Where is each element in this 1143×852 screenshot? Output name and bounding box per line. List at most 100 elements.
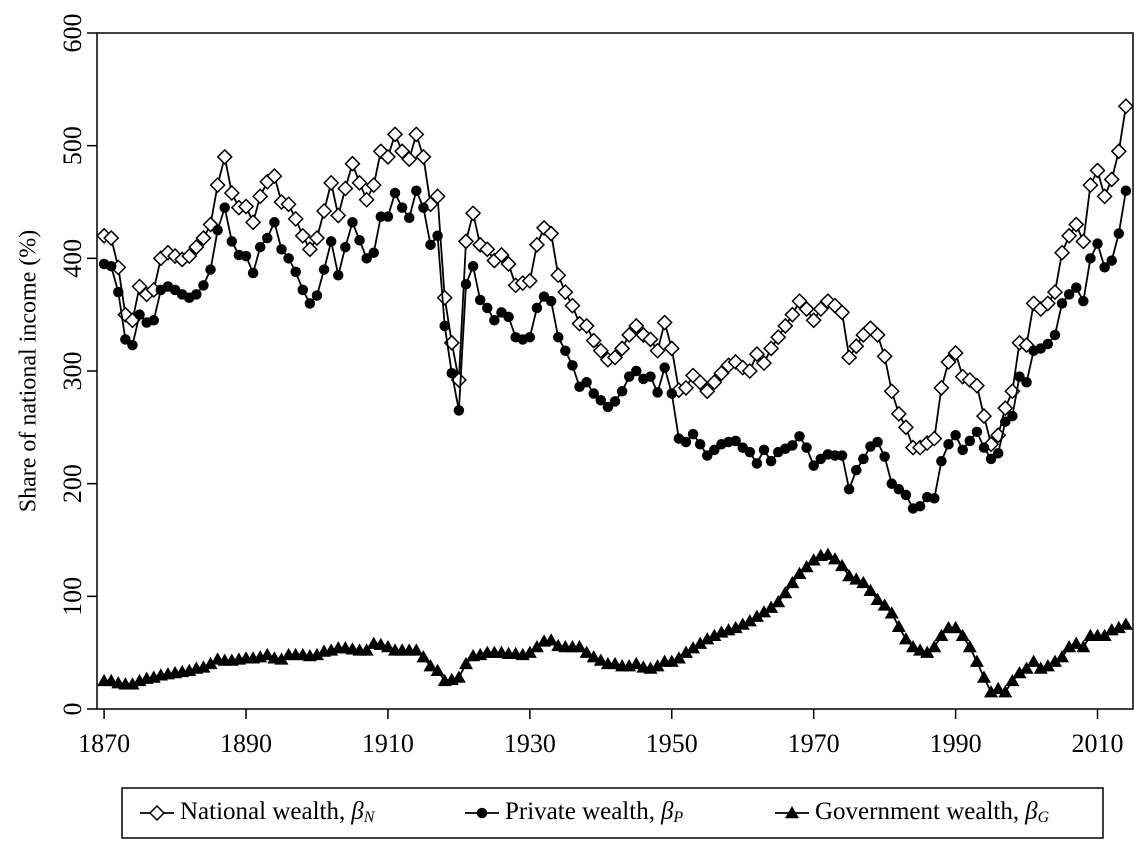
marker-circle [269, 217, 280, 228]
marker-circle [127, 339, 138, 351]
marker-diamond [848, 338, 865, 355]
marker-circle [545, 295, 557, 307]
marker-triangle [998, 685, 1013, 698]
marker-triangle [430, 663, 445, 676]
marker-triangle [1118, 617, 1133, 630]
marker-triangle [969, 654, 984, 667]
marker-triangle [984, 685, 999, 698]
marker-circle [943, 438, 954, 450]
legend-subscript: P [672, 809, 683, 826]
marker-diamond [763, 340, 780, 357]
marker-circle [191, 289, 202, 300]
marker-diamond [564, 297, 581, 314]
marker-diamond [834, 304, 851, 321]
marker-circle [1063, 289, 1075, 300]
marker-triangle [522, 645, 537, 658]
marker-circle [552, 331, 564, 343]
marker-triangle [962, 640, 977, 653]
legend-subscript: G [1038, 809, 1050, 826]
marker-diamond [635, 326, 652, 344]
marker-diamond [103, 229, 120, 247]
marker-circle [680, 436, 692, 448]
marker-circle [460, 278, 472, 290]
marker-diamond [777, 317, 794, 334]
marker-triangle [842, 569, 857, 582]
marker-circle [1021, 377, 1032, 388]
marker-triangle [934, 628, 949, 642]
marker-circle [1000, 416, 1011, 427]
marker-diamond [926, 430, 943, 447]
marker-diamond [968, 377, 985, 394]
marker-diamond [301, 241, 318, 258]
legend-symbol: β [1024, 798, 1038, 825]
marker-diamond [457, 233, 475, 250]
marker-triangle [579, 645, 594, 658]
marker-triangle [891, 619, 906, 633]
marker-circle [247, 267, 259, 279]
marker-circle [957, 444, 968, 456]
marker-triangle [856, 575, 871, 589]
marker-triangle [806, 553, 821, 566]
marker-circle [524, 331, 536, 343]
marker-triangle [884, 606, 899, 619]
marker-circle [567, 360, 578, 371]
marker-circle [212, 224, 223, 236]
marker-diamond [897, 419, 914, 436]
marker-circle [411, 185, 422, 196]
marker-triangle [927, 640, 942, 653]
marker-diamond [266, 168, 283, 185]
marker-circle [978, 442, 990, 453]
marker-diamond [159, 244, 177, 261]
marker-triangle [416, 650, 431, 663]
marker-diamond [237, 198, 255, 215]
marker-circle [503, 311, 514, 323]
marker-diamond [975, 408, 993, 425]
marker-triangle [735, 617, 750, 630]
marker-triangle [260, 647, 275, 661]
marker-triangle [1047, 654, 1062, 667]
marker-circle [1014, 371, 1025, 382]
marker-circle [1070, 282, 1082, 293]
marker-triangle [664, 654, 679, 667]
x-tick-label: 1870 [78, 729, 130, 758]
marker-diamond [798, 300, 815, 318]
marker-triangle [125, 677, 140, 690]
marker-diamond [1025, 295, 1042, 312]
marker-circle [276, 244, 287, 255]
marker-circle [900, 489, 912, 501]
legend-symbol: β [350, 798, 364, 825]
marker-circle [631, 365, 642, 377]
marker-circle [851, 464, 862, 476]
marker-triangle [849, 572, 864, 585]
marker-circle [801, 442, 812, 453]
marker-diamond [316, 202, 333, 220]
marker-triangle [792, 566, 807, 580]
marker-triangle [423, 659, 438, 672]
marker-triangle [1069, 636, 1084, 649]
x-tick-label: 1990 [930, 729, 982, 758]
marker-diamond [245, 214, 262, 231]
marker-circle [354, 235, 365, 246]
marker-triangle [742, 614, 757, 627]
marker-triangle [991, 681, 1006, 694]
marker-triangle [1005, 673, 1020, 687]
marker-circle [361, 253, 372, 264]
marker-circle [914, 500, 926, 512]
marker-circle [929, 493, 940, 504]
marker-triangle [529, 640, 544, 653]
marker-circle [645, 371, 656, 382]
marker-diamond [1089, 162, 1106, 179]
marker-diamond [585, 332, 602, 349]
marker-circle [858, 453, 869, 465]
marker-triangle [309, 647, 324, 661]
marker-triangle [785, 575, 800, 589]
marker-diamond [628, 317, 645, 334]
marker-circle [333, 269, 344, 281]
marker-triangle [1111, 620, 1126, 634]
marker-diamond [557, 284, 574, 301]
marker-triangle [976, 670, 991, 683]
marker-diamond [890, 405, 907, 422]
marker-diamond [521, 272, 538, 289]
marker-triangle [671, 651, 686, 664]
marker-diamond [479, 241, 496, 258]
